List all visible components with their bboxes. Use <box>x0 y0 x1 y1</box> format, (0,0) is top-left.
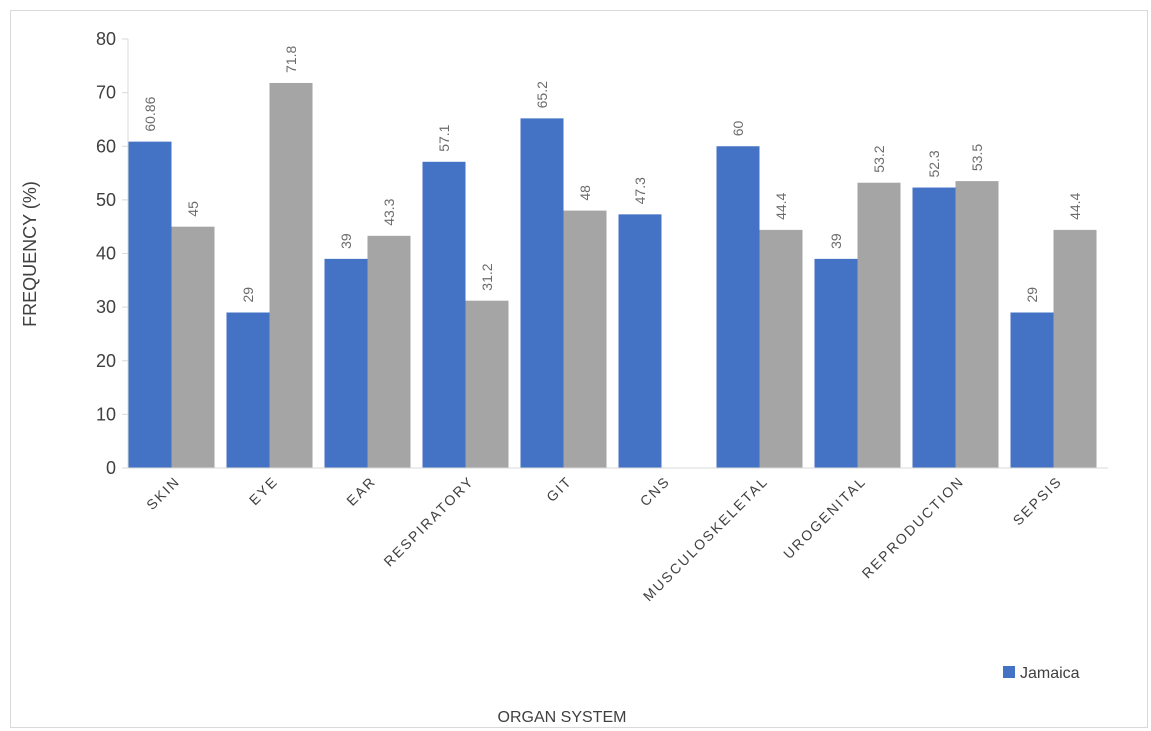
data-label: 53.2 <box>871 145 887 172</box>
data-label: 29 <box>240 287 256 303</box>
data-label: 60 <box>730 120 746 136</box>
bar-ear-series-2 <box>367 235 411 468</box>
data-label: 53.5 <box>969 144 985 171</box>
bar-sepsis-series-1 <box>1010 312 1054 468</box>
legend-label: Jamaica <box>1020 665 1080 682</box>
y-tick-label: 50 <box>96 190 116 210</box>
y-tick-label: 70 <box>96 83 116 103</box>
y-tick-label: 10 <box>96 404 116 424</box>
legend: Jamaica <box>1003 665 1080 682</box>
category-label-sepsis: SEPSIS <box>1010 473 1066 529</box>
bar-eye-series-1 <box>226 312 270 468</box>
category-label-git: GIT <box>543 473 575 505</box>
chart-frame <box>10 10 1148 728</box>
data-label: 65.2 <box>534 81 550 108</box>
category-label-urogenital: UROGENITAL <box>780 473 869 562</box>
bar-urogenital-series-2 <box>857 182 901 468</box>
bar-reproduction-series-2 <box>955 181 999 468</box>
data-label: 31.2 <box>479 263 495 290</box>
y-tick-label: 60 <box>96 136 116 156</box>
bar-urogenital-series-1 <box>814 258 858 468</box>
data-label: 39 <box>338 233 354 249</box>
bar-git-series-2 <box>563 210 607 468</box>
category-label-reproduction: REPRODUCTION <box>859 473 968 582</box>
data-label: 71.8 <box>283 46 299 73</box>
data-label: 57.1 <box>436 124 452 151</box>
data-label: 29 <box>1024 287 1040 303</box>
bar-respiratory-series-1 <box>422 161 466 468</box>
data-label: 44.4 <box>1067 192 1083 219</box>
legend-swatch <box>1003 666 1015 678</box>
y-axis-title: FREQUENCY (%) <box>20 181 40 327</box>
bar-reproduction-series-1 <box>912 187 956 468</box>
y-tick-label: 0 <box>106 458 116 478</box>
data-label: 45 <box>185 201 201 217</box>
bar-ear-series-1 <box>324 258 368 468</box>
category-label-respiratory: RESPIRATORY <box>380 473 477 570</box>
y-tick-label: 40 <box>96 244 116 264</box>
data-label: 52.3 <box>926 150 942 177</box>
data-label: 39 <box>828 233 844 249</box>
data-label: 60.86 <box>142 96 158 131</box>
category-label-cns: CNS <box>637 473 673 509</box>
data-label: 44.4 <box>773 192 789 219</box>
category-label-skin: SKIN <box>143 473 183 513</box>
category-label-ear: EAR <box>343 473 379 509</box>
y-tick-label: 80 <box>96 29 116 49</box>
bar-respiratory-series-2 <box>465 300 509 468</box>
bar-skin-series-1 <box>128 141 172 468</box>
data-label: 48 <box>577 185 593 201</box>
data-label: 43.3 <box>381 198 397 225</box>
bar-git-series-1 <box>520 118 564 469</box>
category-label-eye: EYE <box>246 473 281 508</box>
bar-eye-series-2 <box>269 82 313 468</box>
x-axis-title: ORGAN SYSTEM <box>498 709 627 726</box>
y-tick-label: 20 <box>96 351 116 371</box>
bar-skin-series-2 <box>171 226 215 468</box>
y-tick-label: 30 <box>96 297 116 317</box>
bar-musculoskeletal-series-1 <box>716 146 760 468</box>
bar-musculoskeletal-series-2 <box>759 229 803 468</box>
bar-sepsis-series-2 <box>1053 229 1097 468</box>
data-label: 47.3 <box>632 177 648 204</box>
bar-cns-series-1 <box>618 214 662 468</box>
